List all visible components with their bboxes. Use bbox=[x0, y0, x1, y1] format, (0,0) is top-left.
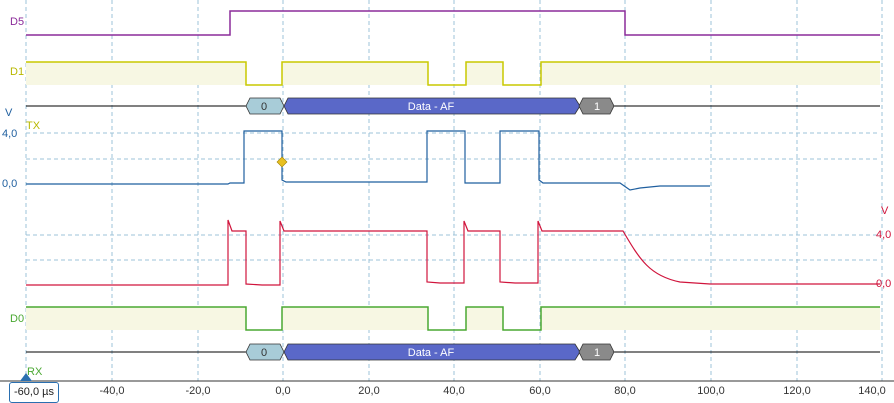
time-tick: -40,0 bbox=[99, 385, 125, 397]
time-tick: 80,0 bbox=[614, 385, 636, 397]
blue-axis-tick-zero: 0,0 bbox=[2, 178, 18, 190]
d0-trace bbox=[26, 306, 880, 331]
time-tick: 60,0 bbox=[529, 385, 551, 397]
d1-trace bbox=[26, 61, 880, 86]
time-tick: 20,0 bbox=[358, 385, 380, 397]
tx-stop-label: 1 bbox=[594, 101, 600, 113]
rx-stop-segment[interactable] bbox=[578, 343, 615, 361]
tx-stop-segment[interactable] bbox=[578, 97, 615, 115]
blue-analog-trace bbox=[26, 130, 710, 191]
tx-start-label: 0 bbox=[261, 101, 267, 113]
time-tick: 120,0 bbox=[783, 385, 811, 397]
channel-label-d0[interactable]: D0 bbox=[10, 313, 25, 325]
channel-label-tx[interactable]: TX bbox=[26, 120, 41, 132]
blue-axis-tick-max: 4,0 bbox=[2, 128, 18, 140]
red-axis-tick-max: 4,0 bbox=[876, 229, 892, 241]
time-offset-label: -60,0 µs bbox=[14, 386, 54, 398]
time-offset-box[interactable]: -60,0 µs bbox=[9, 382, 59, 403]
rx-start-label: 0 bbox=[261, 347, 267, 359]
time-tick: 100,0 bbox=[697, 385, 725, 397]
time-tick: 140,0 bbox=[858, 385, 886, 397]
offset-marker-icon[interactable] bbox=[20, 373, 32, 381]
tx-start-segment[interactable] bbox=[245, 97, 285, 115]
channel-label-d5[interactable]: D5 bbox=[10, 16, 25, 28]
time-tick: 0,0 bbox=[275, 385, 291, 397]
d5-trace bbox=[26, 10, 880, 36]
red-analog-trace bbox=[26, 219, 880, 286]
horizontal-grid bbox=[26, 132, 880, 261]
tx-data-label: Data - AF bbox=[408, 101, 455, 113]
red-axis-tick-zero: 0,0 bbox=[876, 278, 892, 290]
blue-axis-unit: V bbox=[5, 107, 13, 119]
rx-data-label: Data - AF bbox=[408, 347, 455, 359]
channel-label-rx[interactable]: RX bbox=[27, 366, 43, 378]
rx-decode-bus[interactable]: 0 Data - AF 1 bbox=[245, 343, 615, 361]
trigger-marker-icon[interactable] bbox=[276, 156, 288, 168]
rx-start-segment[interactable] bbox=[245, 343, 285, 361]
tx-decode-bus[interactable]: 0 Data - AF 1 bbox=[245, 97, 615, 115]
tx-data-segment[interactable] bbox=[283, 97, 581, 115]
channel-label-d1[interactable]: D1 bbox=[10, 66, 25, 78]
d1-fill bbox=[26, 62, 880, 85]
d0-fill bbox=[26, 307, 880, 330]
red-axis-unit: V bbox=[881, 205, 889, 217]
rx-stop-label: 1 bbox=[594, 347, 600, 359]
rx-data-segment[interactable] bbox=[283, 343, 581, 361]
time-tick: 40,0 bbox=[443, 385, 465, 397]
time-tick: -20,0 bbox=[185, 385, 211, 397]
